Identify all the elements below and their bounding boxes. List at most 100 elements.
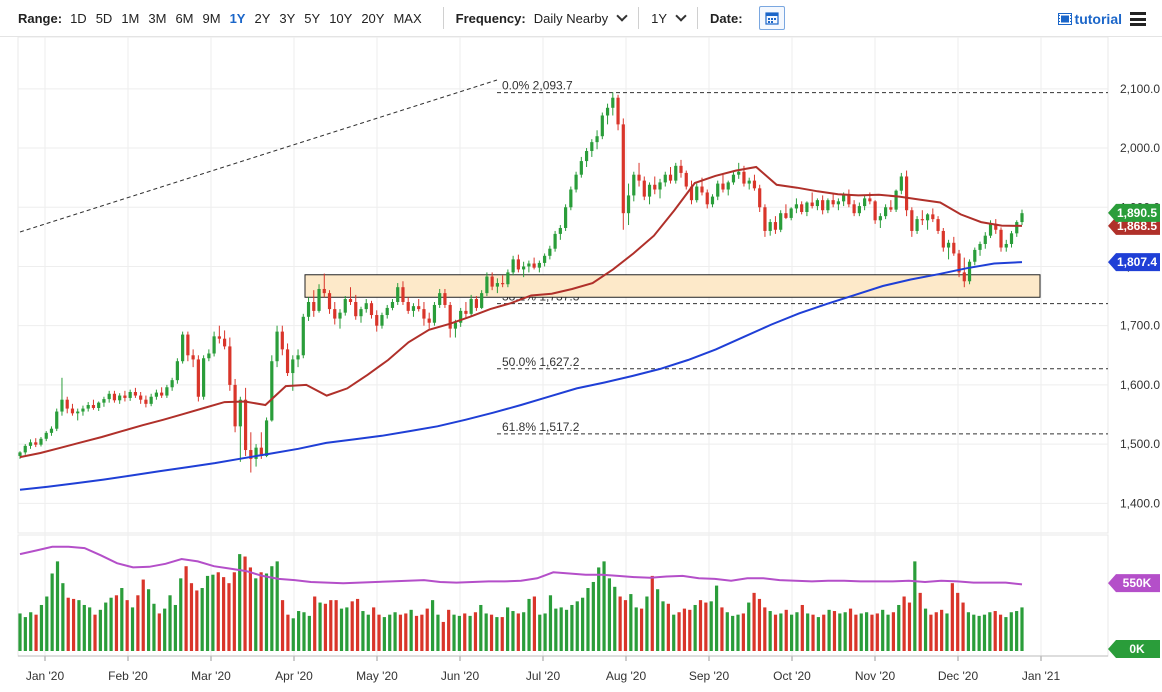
candle-body [207,353,211,359]
volume-bar [425,608,429,651]
volume-bar [966,612,971,651]
range-button-20y[interactable]: 20Y [361,10,385,26]
candle-body [773,222,778,230]
volume-bar [575,601,579,651]
volume-bar [704,602,708,651]
candle-body [863,198,867,207]
range-button-1y[interactable]: 1Y [229,10,246,26]
x-tick-label: Apr '20 [275,669,313,683]
candle-body [632,174,636,196]
range-button-1d[interactable]: 1D [70,10,87,26]
candle-body [285,349,290,374]
candle-body [873,201,877,221]
volume-bar [323,603,328,651]
candle-body [994,223,998,230]
candle-body [354,302,358,317]
candle-body [506,272,510,285]
ma-long-price-tag-text: 1,807.4 [1117,255,1157,269]
volume-bar [865,612,869,651]
volume-bar [350,601,354,651]
range-button-2y[interactable]: 2Y [254,10,271,26]
volume-bar [559,607,563,651]
volume-bar [789,614,794,651]
tutorial-link[interactable]: tutorial [1057,11,1122,27]
candle-body [1020,213,1024,223]
range-button-5d[interactable]: 5D [95,10,113,26]
candle-body [705,192,709,205]
volume-bar [763,607,767,651]
candle-body [65,399,69,409]
frequency-dropdown[interactable]: Daily Nearby [534,10,628,26]
x-tick-label: Feb '20 [108,669,148,683]
range-button-max[interactable]: MAX [393,10,422,26]
calendar-button[interactable] [758,6,785,30]
volume-bar [993,611,997,651]
volume-bar [136,595,140,651]
candle-body [726,182,730,190]
divider [697,7,699,29]
candle-body [49,428,54,433]
volume-bar [173,604,177,651]
period-dropdown[interactable]: 1Y [651,10,687,26]
menu-icon[interactable] [1130,12,1146,26]
candle-body [899,176,903,191]
volume-bar [822,614,826,651]
volume-bar [736,614,740,651]
support-zone-box [304,274,1041,298]
candle-body [931,214,935,220]
volume-bar [388,614,392,651]
candle-body [406,302,410,311]
candle-body [464,310,468,314]
candle-body [175,361,179,381]
candle-body [348,299,353,302]
candle-body [228,346,232,385]
volume-bar [897,604,901,651]
volume-bar [725,612,729,651]
volume-bar [55,561,60,651]
range-button-9m[interactable]: 9M [202,10,221,26]
candle-body [569,189,573,208]
candle-body [44,432,48,439]
volume-bar [495,617,499,651]
volume-bar [280,600,285,651]
candle-body [805,202,809,212]
candle-body [128,392,132,398]
candle-body [973,249,977,262]
trend-line [19,79,498,233]
volume-bar [77,600,81,651]
range-button-3m[interactable]: 3M [148,10,167,26]
candle-body [91,405,96,408]
volume-bar [650,575,654,651]
candle-body [831,200,835,205]
candle-body [957,253,961,273]
volume-bar [377,614,381,651]
range-button-1m[interactable]: 1M [121,10,140,26]
candle-body [118,395,122,401]
volume-bar [168,595,172,651]
candle-body [448,304,452,329]
candle-body [107,393,111,400]
volume-bar [816,617,820,651]
candle-body [469,299,473,314]
volume-bar [398,614,403,651]
volume-bar [881,609,885,651]
range-button-3y[interactable]: 3Y [279,10,296,26]
candle-body [39,438,43,445]
chevron-down-icon [616,10,628,22]
volume-average-tag-shape [1108,574,1160,593]
candle-body [202,358,206,397]
candle-body [133,392,138,396]
range-button-6m[interactable]: 6M [175,10,194,26]
volume-bar [870,614,874,651]
volume-bar [602,561,606,651]
candle-body [280,331,284,350]
range-button-10y[interactable]: 10Y [329,10,353,26]
range-button-5y[interactable]: 5Y [304,10,321,26]
volume-bar [484,613,488,651]
candle-body [1015,222,1019,234]
volume-bar [838,613,842,651]
volume-zero-tag: 0K [1108,640,1160,658]
candle-body [438,293,442,305]
volume-bar [409,609,413,651]
y-tick-label: 2,100.0 [1120,82,1160,96]
